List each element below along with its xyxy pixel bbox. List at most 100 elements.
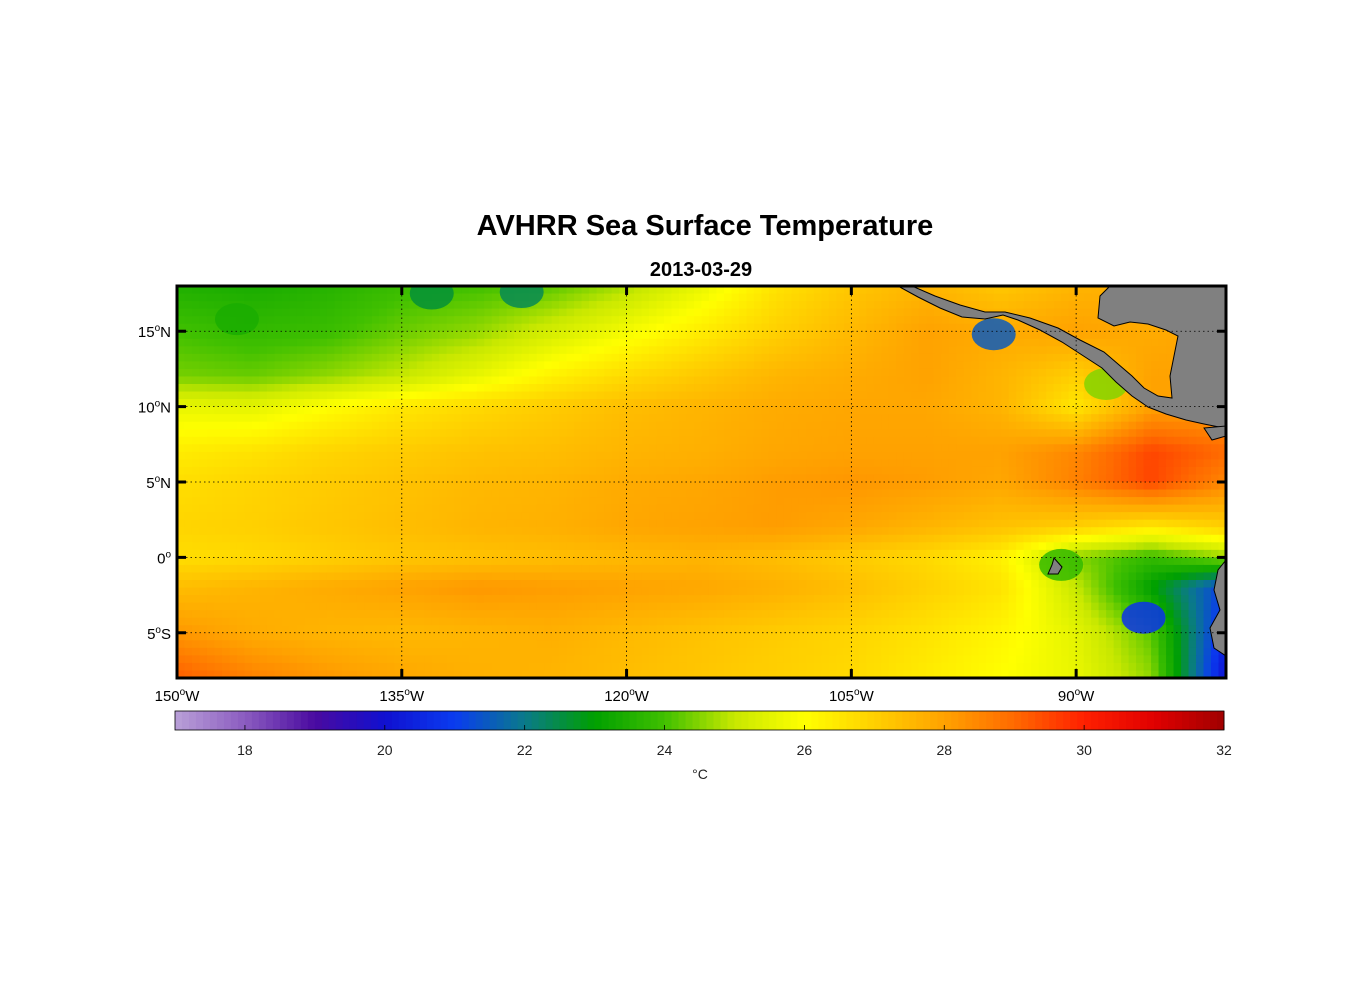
sst-cell — [559, 436, 568, 445]
sst-cell — [604, 301, 613, 310]
sst-cell — [634, 542, 643, 551]
sst-cell — [746, 549, 755, 558]
sst-cell — [491, 286, 500, 295]
sst-cell — [506, 466, 515, 476]
sst-cell — [956, 527, 965, 536]
sst-cell — [529, 489, 538, 498]
sst-cell — [783, 331, 793, 340]
sst-cell — [491, 361, 500, 370]
sst-cell — [1016, 376, 1025, 385]
sst-cell — [634, 534, 643, 543]
sst-cell — [1046, 504, 1055, 513]
sst-cell — [394, 406, 403, 415]
sst-cell — [184, 436, 193, 445]
sst-cell — [454, 512, 463, 521]
sst-cell — [1158, 376, 1167, 385]
sst-cell — [349, 436, 358, 445]
sst-cell — [783, 504, 793, 513]
sst-cell — [304, 466, 313, 476]
sst-cell — [933, 497, 942, 506]
sst-cell — [993, 482, 1002, 491]
sst-cell — [1158, 368, 1167, 378]
sst-cell — [581, 316, 590, 325]
sst-cell — [386, 482, 395, 491]
sst-cell — [424, 542, 433, 551]
sst-cell — [416, 549, 425, 558]
sst-cell — [221, 497, 231, 506]
sst-cell — [896, 429, 905, 438]
sst-cell — [574, 549, 583, 558]
sst-cell — [491, 542, 500, 551]
sst-cell — [1001, 384, 1010, 393]
sst-cell — [394, 519, 403, 528]
sst-cell — [1038, 361, 1047, 370]
sst-cell — [491, 444, 500, 453]
sst-cell — [521, 399, 530, 408]
sst-cell — [701, 286, 710, 295]
sst-cell — [281, 361, 290, 370]
sst-cell — [761, 361, 770, 370]
sst-cell — [409, 497, 418, 506]
sst-cell — [993, 368, 1002, 378]
sst-cell — [708, 391, 718, 400]
sst-cell — [738, 301, 748, 310]
sst-cell — [177, 504, 186, 513]
sst-cell — [611, 293, 620, 302]
sst-cell — [484, 451, 493, 460]
sst-cell — [589, 391, 598, 400]
sst-cell — [184, 353, 193, 362]
sst-cell — [626, 338, 635, 347]
sst-cell — [559, 534, 568, 543]
sst-cell — [1031, 474, 1040, 483]
sst-cell — [289, 286, 298, 295]
sst-cell — [1113, 421, 1122, 430]
sst-cell — [941, 293, 950, 302]
sst-cell — [1203, 482, 1212, 491]
sst-cell — [416, 519, 425, 528]
sst-cell — [199, 353, 208, 362]
sst-cell — [993, 361, 1002, 370]
sst-cell — [776, 421, 785, 430]
sst-cell — [888, 331, 897, 340]
sst-cell — [514, 482, 523, 491]
sst-cell — [656, 534, 665, 543]
sst-cell — [446, 512, 455, 521]
sst-cell — [484, 406, 493, 415]
sst-cell — [821, 421, 830, 430]
sst-cell — [439, 421, 448, 430]
sst-cell — [1061, 542, 1070, 551]
sst-cell — [1016, 331, 1025, 340]
sst-cell — [431, 497, 440, 506]
sst-cell — [559, 527, 568, 536]
sst-cell — [199, 436, 208, 445]
sst-cell — [611, 368, 620, 378]
sst-cell — [664, 368, 673, 378]
sst-cell — [1046, 436, 1055, 445]
sst-cell — [1076, 497, 1085, 506]
sst-cell — [559, 361, 568, 370]
sst-cell — [386, 301, 395, 310]
sst-cell — [266, 406, 275, 415]
sst-cell — [244, 384, 253, 393]
sst-cell — [506, 542, 515, 551]
sst-cell — [701, 331, 710, 340]
sst-cell — [776, 301, 785, 310]
sst-cell — [1136, 406, 1145, 415]
sst-cell — [828, 308, 837, 317]
sst-cell — [199, 323, 208, 332]
sst-cell — [731, 504, 740, 513]
sst-cell — [266, 316, 275, 325]
sst-cell — [686, 353, 695, 362]
sst-cell — [866, 286, 875, 295]
sst-cell — [768, 331, 778, 340]
sst-cell — [296, 316, 305, 325]
sst-cell — [326, 368, 335, 378]
sst-cell — [424, 414, 433, 423]
sst-cell — [753, 338, 763, 347]
sst-cell — [664, 549, 673, 558]
sst-cell — [356, 459, 365, 468]
sst-cell — [843, 293, 852, 302]
sst-cell — [738, 444, 748, 453]
sst-cell — [671, 489, 680, 498]
sst-cell — [776, 482, 785, 491]
